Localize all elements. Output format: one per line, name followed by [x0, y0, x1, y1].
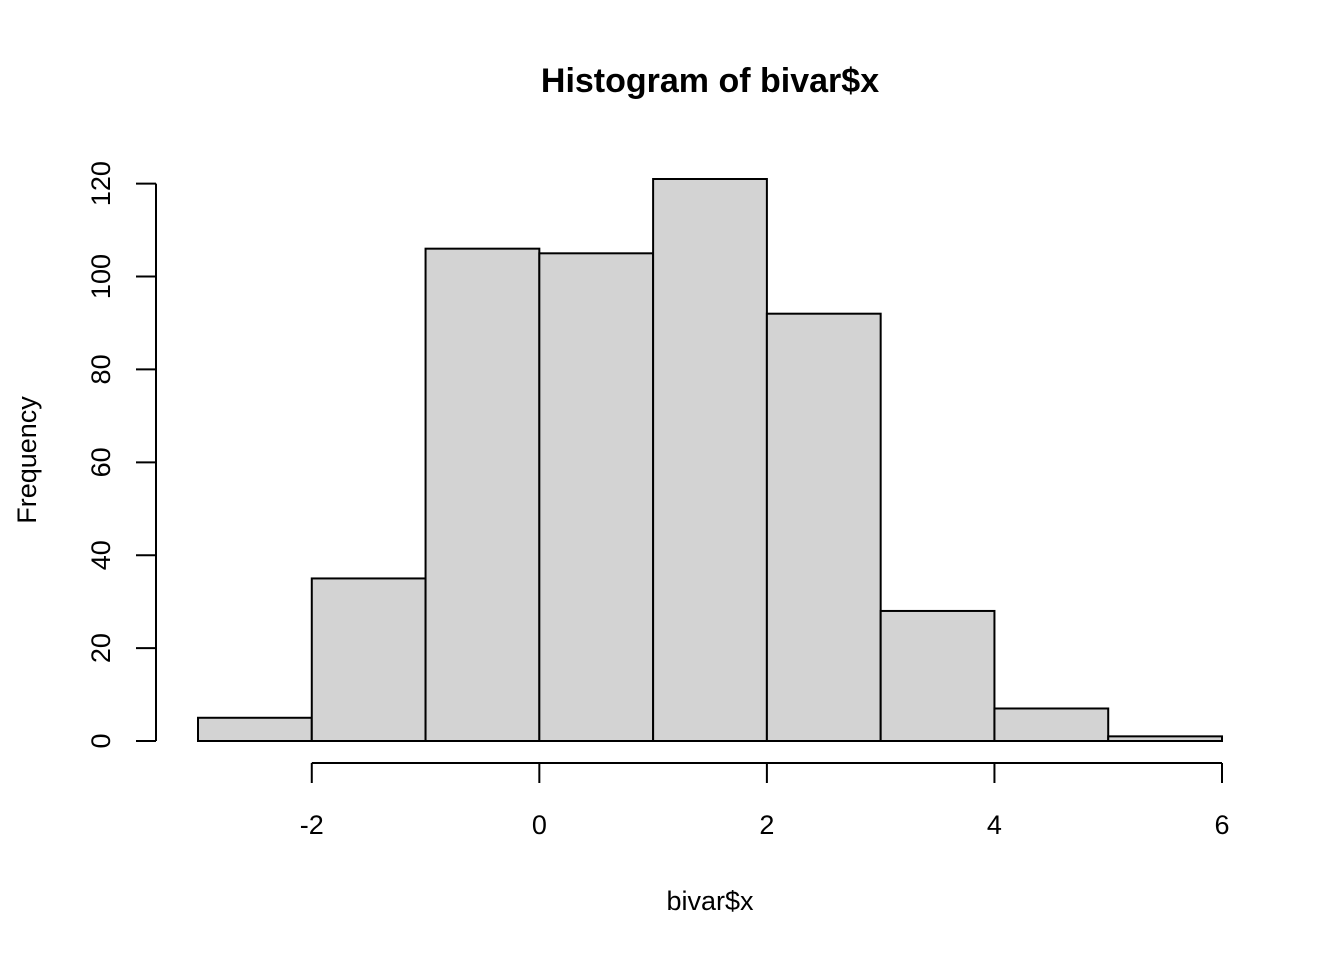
histogram-bar-1 [310, 577, 427, 742]
histogram-bar-6 [879, 609, 996, 743]
histogram-bar-8 [1107, 735, 1223, 742]
x-tick-label-3: 4 [987, 810, 1002, 840]
histogram-bar-0 [197, 716, 313, 742]
x-axis-label: bivar$x [666, 886, 754, 916]
x-tick-label-0: -2 [300, 810, 324, 840]
x-tick-label-2: 2 [759, 810, 774, 840]
histogram-bar-3 [538, 252, 655, 742]
y-tick-label-3: 60 [86, 447, 116, 477]
histogram-bar-7 [993, 707, 1110, 743]
x-tick-label-4: 6 [1214, 810, 1229, 840]
chart-title: Histogram of bivar$x [541, 62, 879, 100]
x-axis: -2 0 2 4 6 [300, 762, 1230, 840]
y-axis: 0 20 40 60 80 100 120 [86, 161, 157, 749]
y-tick-label-2: 40 [86, 540, 116, 570]
y-tick-label-6: 120 [86, 161, 116, 206]
histogram-bar-2 [424, 247, 541, 742]
y-axis-label: Frequency [12, 396, 42, 524]
y-tick-label-0: 0 [86, 733, 116, 748]
y-tick-label-1: 20 [86, 633, 116, 663]
y-tick-label-5: 100 [86, 254, 116, 299]
histogram-bar-5 [765, 312, 882, 742]
histogram-bar-4 [652, 178, 768, 742]
x-tick-label-1: 0 [532, 810, 547, 840]
bars-group [197, 178, 1223, 743]
y-tick-label-4: 80 [86, 354, 116, 384]
